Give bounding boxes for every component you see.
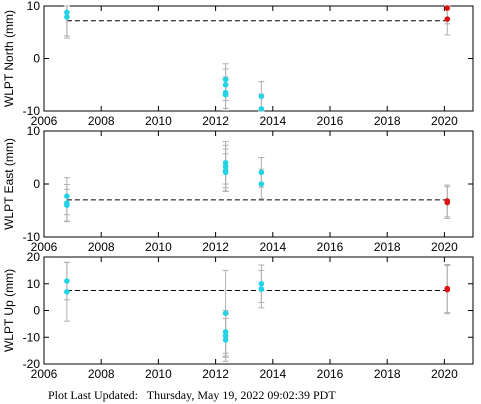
x-tick-label: 2012 (202, 240, 229, 254)
panel-1: 2006 2008 2010 2012 2014 2016 2018 2020 -10 0 10 WL… (2, 0, 474, 128)
data-point (64, 14, 70, 20)
x-tick-label: 2012 (202, 114, 229, 128)
y-tick-label: -10 (23, 104, 41, 118)
x-tick-label: 2010 (145, 114, 172, 128)
data-point (64, 202, 70, 208)
data-point (64, 9, 70, 16)
data-point (64, 288, 70, 295)
data-point (64, 193, 70, 199)
data-point (222, 169, 229, 176)
data-point (258, 286, 265, 292)
data-point (444, 5, 451, 11)
y-axis-label: WLPT Up (mm) (2, 269, 16, 352)
y-tick-label: 0 (33, 304, 40, 318)
x-tick-label: 2008 (88, 240, 115, 254)
x-tick-label: 2006 (31, 367, 58, 381)
x-tick-label: 2010 (145, 240, 172, 254)
data-point (258, 93, 265, 100)
data-point (64, 278, 70, 284)
last-updated-label: Plot Last Updated: (48, 388, 138, 402)
data-point (222, 337, 229, 343)
x-tick-label: 2008 (88, 114, 115, 128)
x-tick-label: 2016 (317, 240, 344, 254)
x-tick-label: 2010 (145, 367, 172, 381)
y-axis-label: WLPT North (mm) (2, 10, 16, 107)
y-tick-label: -10 (23, 230, 41, 244)
x-tick-label: 2006 (31, 240, 58, 254)
data-point (258, 106, 265, 112)
y-tick-label: 10 (27, 124, 41, 138)
data-point (258, 280, 265, 287)
data-point (444, 286, 451, 293)
x-tick-label: 2014 (259, 367, 286, 381)
plot-frame (43, 130, 474, 238)
plot-frame (43, 5, 474, 112)
data-point (258, 169, 265, 176)
data-point (222, 91, 229, 98)
x-tick-label: 2020 (431, 240, 458, 254)
x-tick-label: 2012 (202, 367, 229, 381)
y-tick-label: 10 (27, 277, 41, 291)
data-point (222, 329, 229, 335)
y-tick-label: 10 (27, 0, 41, 13)
y-tick-label: -20 (23, 357, 41, 371)
panel-3: 2006 2008 2010 2012 2014 2016 2018 2020 -20 -10 0 1… (2, 250, 474, 381)
x-tick-label: 2008 (88, 367, 115, 381)
data-point (258, 181, 265, 187)
y-tick-label: -10 (23, 330, 41, 344)
last-updated-value: Thursday, May 19, 2022 09:02:39 PDT (146, 388, 336, 402)
x-tick-label: 2016 (317, 367, 344, 381)
x-tick-label: 2006 (31, 114, 58, 128)
data-point (222, 81, 229, 88)
y-tick-label: 0 (33, 52, 40, 66)
x-tick-label: 2016 (317, 114, 344, 128)
y-axis-label: WLPT East (mm) (2, 138, 16, 230)
data-point (222, 310, 229, 316)
data-point (222, 76, 229, 83)
data-point (444, 16, 451, 22)
x-tick-label: 2014 (259, 114, 286, 128)
y-tick-label: 0 (33, 177, 40, 191)
x-tick-label: 2014 (259, 240, 286, 254)
panel-2: 2006 2008 2010 2012 2014 2016 2018 2020 -10 0 10 WL… (2, 124, 474, 254)
x-tick-label: 2018 (374, 114, 401, 128)
y-tick-label: 20 (27, 250, 41, 264)
data-point (444, 199, 451, 206)
plot-last-updated: Plot Last Updated: Thursday, May 19, 202… (48, 388, 468, 403)
x-tick-label: 2018 (374, 240, 401, 254)
x-tick-label: 2018 (374, 367, 401, 381)
data-point (222, 333, 229, 339)
plot-frame (43, 256, 474, 365)
x-tick-label: 2020 (431, 114, 458, 128)
x-tick-label: 2020 (431, 367, 458, 381)
